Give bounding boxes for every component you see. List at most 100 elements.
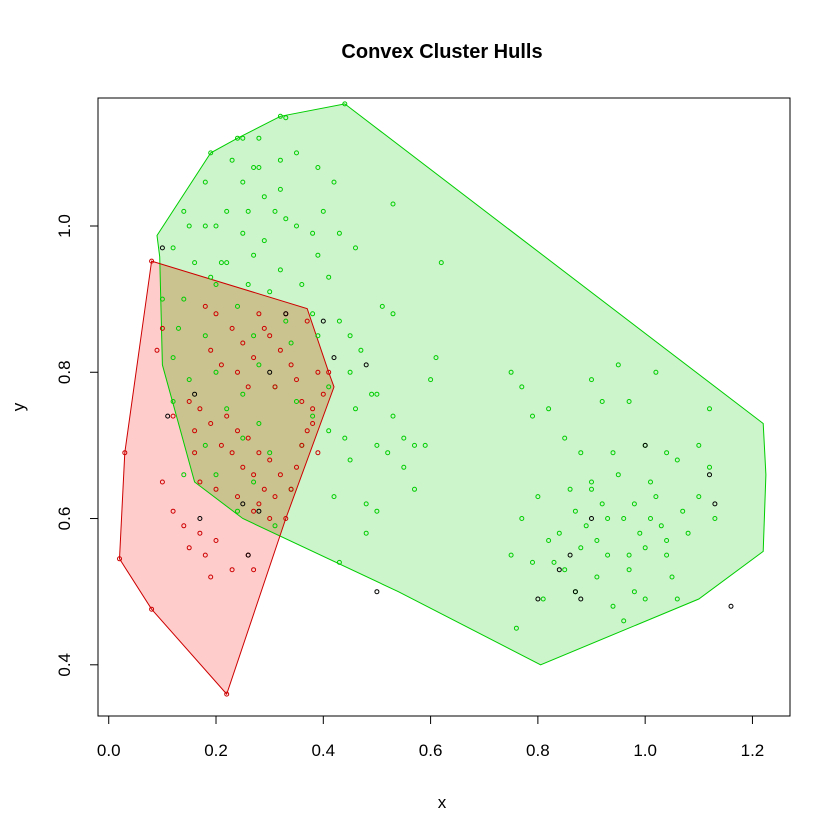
red-point: [251, 567, 257, 573]
green-point: [240, 391, 246, 397]
green-point: [438, 260, 444, 266]
green-point: [653, 494, 659, 500]
green-point: [599, 399, 605, 404]
red-point: [192, 450, 198, 456]
green-point: [347, 457, 353, 463]
black-point: [567, 552, 573, 558]
green-point: [353, 406, 358, 412]
green-point: [294, 399, 299, 404]
red-point: [256, 450, 262, 456]
green-point: [562, 435, 568, 441]
x-axis: 0.0 0.2 0.4 0.6 0.8 1.0 1.2: [97, 715, 764, 760]
green-point: [615, 362, 621, 368]
red-point: [235, 494, 240, 500]
green-point: [251, 479, 257, 485]
green-point: [626, 567, 632, 573]
green-point: [513, 625, 519, 631]
red-point: [159, 479, 165, 485]
green-point: [567, 486, 573, 492]
green-point: [294, 150, 299, 156]
green-point: [299, 282, 305, 287]
green-point: [599, 501, 605, 507]
green-point: [379, 303, 385, 309]
green-point: [159, 296, 165, 302]
green-point: [342, 435, 348, 441]
green-point: [251, 252, 257, 258]
y-tick-label: 0.4: [55, 653, 74, 677]
red-point: [229, 567, 235, 573]
green-point: [412, 442, 417, 448]
green-point: [562, 567, 568, 573]
green-point: [224, 260, 230, 266]
green-point: [202, 223, 208, 229]
green-point: [696, 442, 702, 448]
red-point: [267, 333, 273, 339]
red-point: [245, 435, 251, 441]
green-point: [336, 230, 342, 236]
x-tick-label: 0.4: [311, 741, 335, 760]
green-point: [245, 282, 251, 287]
y-tick-label: 0.8: [55, 360, 74, 384]
x-axis-label: x: [438, 793, 447, 812]
red-point: [251, 508, 257, 514]
red-point: [310, 406, 316, 412]
green-point: [186, 223, 192, 229]
red-point: [251, 355, 257, 361]
red-point: [240, 340, 246, 346]
black-point: [245, 552, 251, 558]
green-point: [390, 311, 396, 317]
green-point: [712, 516, 718, 521]
x-tick-label: 0.2: [204, 741, 228, 760]
green-point: [664, 552, 670, 558]
green-point: [261, 238, 267, 244]
green-point: [202, 333, 208, 339]
green-point: [176, 325, 181, 331]
red-point: [299, 442, 305, 448]
green-point: [192, 260, 198, 266]
green-point: [556, 530, 562, 536]
green-point: [336, 559, 342, 565]
red-point: [208, 421, 214, 426]
green-point: [267, 450, 273, 456]
green-point: [277, 186, 283, 192]
green-point: [707, 464, 712, 470]
red-point: [267, 457, 273, 463]
x-tick-label: 1.0: [633, 741, 657, 760]
red-point: [181, 523, 187, 529]
green-point: [605, 552, 611, 558]
red-point: [117, 556, 122, 562]
red-point: [159, 325, 165, 331]
black-point: [374, 589, 380, 595]
red-point: [213, 538, 219, 543]
green-point: [390, 413, 396, 419]
green-hull-outline: [156, 103, 767, 666]
green-point: [412, 486, 417, 492]
black-point: [331, 355, 337, 361]
red-point: [261, 486, 267, 492]
red-point: [122, 450, 128, 456]
red-point: [208, 574, 214, 580]
green-point: [363, 501, 369, 507]
green-point: [610, 603, 616, 609]
green-point: [170, 355, 176, 361]
green-point: [235, 508, 240, 514]
red-point: [192, 428, 198, 434]
green-point: [369, 391, 375, 397]
red-point: [229, 325, 235, 331]
red-point: [267, 516, 273, 521]
black-series: [159, 245, 734, 609]
black-point: [256, 508, 262, 514]
red-point: [240, 464, 246, 470]
green-point: [680, 508, 686, 514]
black-point: [363, 362, 369, 368]
green-point: [707, 406, 712, 412]
green-point: [589, 486, 594, 492]
green-point: [696, 494, 702, 500]
green-point: [594, 538, 600, 543]
red-point: [197, 406, 203, 412]
red-point: [224, 413, 230, 419]
green-point: [208, 150, 214, 156]
x-tick-label: 0.0: [97, 741, 121, 760]
red-hull-outline: [118, 260, 335, 696]
